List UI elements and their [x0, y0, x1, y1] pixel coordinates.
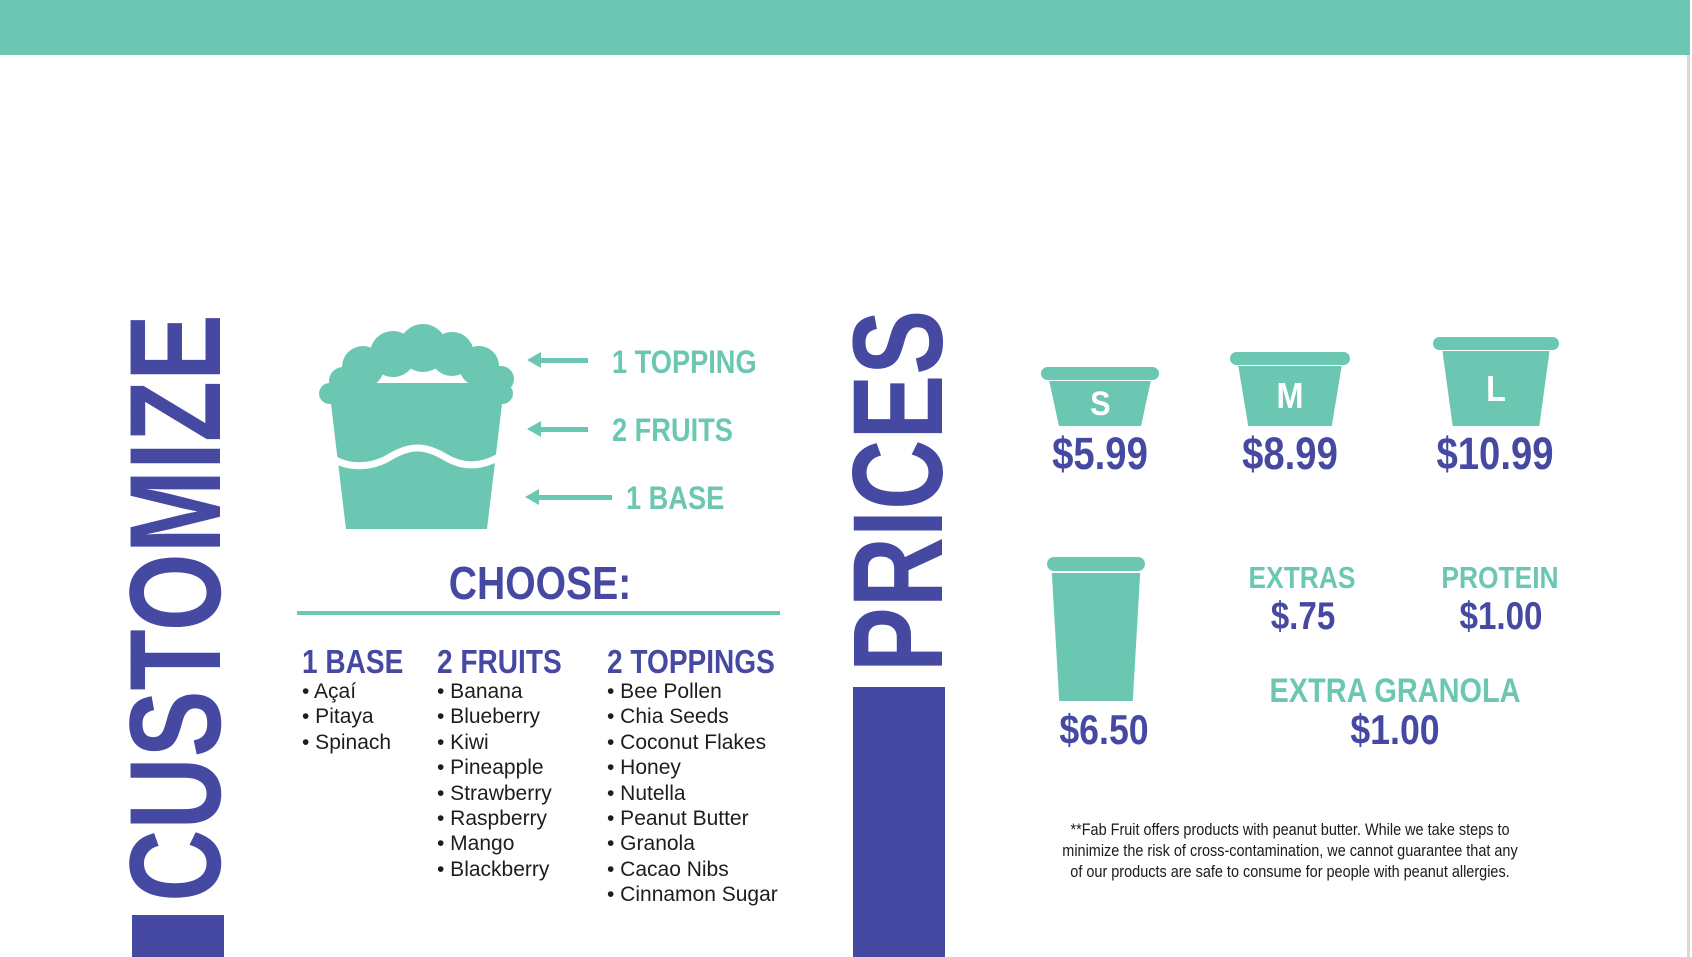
peanut-disclaimer: **Fab Fruit offers products with peanut … [1062, 820, 1518, 881]
list-item: • Nutella [607, 781, 686, 805]
smoothie-cup-icon [1051, 573, 1141, 701]
prices-title-text: PRICES [827, 309, 970, 673]
medium-bowl-price: $8.99 [1242, 428, 1338, 479]
choose-heading: CHOOSE: [448, 557, 632, 609]
list-item: • Banana [437, 680, 523, 703]
page-right-edge [1687, 55, 1690, 957]
small-bowl-price: $5.99 [1052, 428, 1148, 479]
list-item: • Strawberry [437, 781, 552, 805]
protein-price: $1.00 [1459, 595, 1543, 638]
diagram-label-topping: 1 TOPPING [612, 344, 757, 380]
list-item: • Pitaya [302, 705, 374, 729]
diagram-label-base: 1 BASE [626, 480, 725, 516]
smoothie-price: $6.50 [1059, 706, 1149, 753]
extra-granola-label: EXTRA GRANOLA [1269, 672, 1521, 710]
fruit-bowl-icon [319, 324, 514, 529]
column-heading-base: 1 BASE [302, 643, 404, 680]
list-item: • Blackberry [437, 857, 550, 881]
list-item: • Granola [607, 832, 695, 856]
extra-granola-price: $1.00 [1350, 706, 1440, 753]
list-item: • Spinach [302, 730, 392, 754]
small-bowl-rim [1041, 367, 1159, 380]
medium-bowl-rim [1230, 352, 1350, 365]
toppings-list: • Bee Pollen • Chia Seeds • Coconut Flakes… [607, 679, 778, 908]
list-item: • Peanut Butter [607, 807, 749, 831]
base-list: • Açaí • Pitaya • Spinach [302, 679, 391, 755]
customize-title-text: CUSTOMIZE [102, 314, 248, 902]
list-item: • Pineapple [437, 756, 544, 780]
large-bowl-letter: L [1486, 367, 1506, 409]
list-item: • Chia Seeds [607, 705, 729, 729]
diagram-label-fruits: 2 FRUITS [612, 412, 733, 448]
extras-label: EXTRAS [1248, 560, 1356, 595]
list-item: • Blueberry [437, 705, 541, 729]
list-item: • Cacao Nibs [607, 857, 729, 881]
prices-title-bar [853, 687, 945, 957]
customize-title: CUSTOMIZE [102, 313, 248, 903]
base-arrow-icon [525, 489, 612, 505]
fruits-list: • Banana • Blueberry • Kiwi • Pineapple • St… [437, 679, 552, 882]
header-band [0, 0, 1690, 55]
smoothie-cup-lid [1047, 557, 1145, 571]
medium-bowl-letter: M [1276, 375, 1304, 416]
bowl-wave-line [325, 444, 508, 470]
large-bowl-rim [1433, 337, 1559, 350]
large-bowl-icon: L [1442, 351, 1550, 426]
medium-bowl-icon: M [1238, 366, 1342, 426]
list-item: • Cinnamon Sugar [607, 883, 778, 907]
protein-label: PROTEIN [1441, 560, 1559, 595]
extras-price: $.75 [1270, 595, 1336, 638]
column-heading-fruits: 2 FRUITS [437, 643, 562, 680]
topping-arrow-icon [527, 352, 588, 368]
list-item: • Açaí [302, 680, 357, 703]
small-bowl-icon: S [1049, 381, 1151, 426]
column-heading-toppings: 2 TOPPINGS [607, 643, 775, 680]
small-bowl-letter: S [1089, 384, 1111, 423]
prices-title: PRICES [827, 310, 970, 672]
large-bowl-price: $10.99 [1436, 428, 1554, 479]
list-item: • Bee Pollen [607, 680, 722, 703]
customize-title-bar [132, 915, 224, 957]
list-item: • Coconut Flakes [607, 730, 767, 754]
list-item: • Mango [437, 832, 515, 856]
list-item: • Honey [607, 756, 681, 780]
list-item: • Raspberry [437, 807, 548, 831]
fruits-arrow-icon [527, 421, 588, 437]
choose-underline [297, 611, 780, 615]
list-item: • Kiwi [437, 730, 489, 754]
